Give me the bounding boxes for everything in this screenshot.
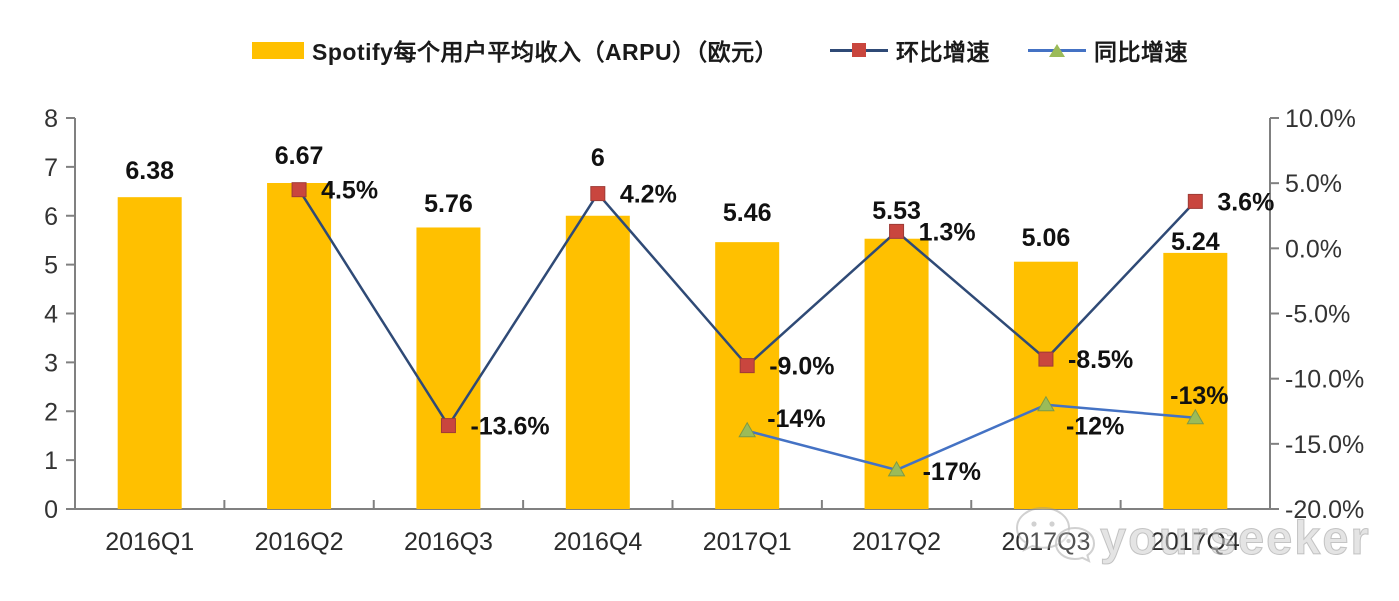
qoq-marker	[889, 223, 905, 239]
legend-label-yoy: 同比增速	[1094, 39, 1188, 65]
y-axis-right-label: 5.0%	[1285, 170, 1342, 198]
legend-label-arpu: Spotify每个用户平均收入（ARPU）（欧元）	[312, 39, 779, 65]
qoq-point-label: -13.6%	[470, 413, 549, 441]
arpu-bar	[1163, 252, 1228, 509]
qoq-marker	[590, 186, 606, 202]
yoy-marker	[1037, 395, 1055, 412]
y-axis-left-label: 0	[44, 496, 58, 524]
x-axis-label: 2016Q2	[255, 528, 344, 556]
qoq-point-label: 1.3%	[919, 218, 976, 246]
arpu-bar	[267, 183, 332, 509]
legend-item-arpu: Spotify每个用户平均收入（ARPU）（欧元）	[252, 36, 779, 65]
yoy-marker	[887, 460, 906, 477]
yoy-point-label: -12%	[1066, 413, 1124, 441]
qoq-point-label: 3.6%	[1217, 188, 1274, 216]
qoq-point-label: 4.5%	[321, 177, 378, 205]
arpu-bar	[416, 227, 481, 510]
y-axis-right-label: 0.0%	[1285, 235, 1342, 263]
qoq-point-label: -8.5%	[1068, 346, 1133, 374]
qoq-marker	[1038, 351, 1054, 367]
qoq-point-label: -9.0%	[769, 353, 834, 381]
legend-item-yoy: 同比增速	[1028, 36, 1188, 65]
arpu-bar-label: 6.38	[125, 157, 174, 185]
y-axis-left-label: 5	[44, 252, 58, 280]
arpu-bar	[565, 215, 630, 509]
y-axis-left-label: 6	[44, 203, 58, 231]
qoq-marker	[440, 418, 456, 434]
yoy-line-swatch	[1028, 42, 1086, 58]
yoy-point-label: -14%	[767, 405, 825, 433]
x-axis-label: 2016Q3	[404, 528, 493, 556]
y-axis-left-label: 4	[44, 301, 58, 329]
y-axis-right-label: -15.0%	[1285, 431, 1364, 459]
arpu-bar-label: 6	[591, 144, 605, 172]
legend-item-qoq: 环比增速	[830, 36, 990, 65]
qoq-marker	[291, 182, 307, 198]
yoy-marker	[738, 421, 757, 438]
arpu-bar-label: 5.76	[424, 190, 473, 218]
bar-series-swatch	[252, 41, 304, 59]
arpu-bar-label: 5.46	[723, 199, 772, 227]
legend: Spotify每个用户平均收入（ARPU）（欧元） 环比增速 同比增速	[0, 0, 1399, 70]
legend-label-qoq: 环比增速	[896, 39, 990, 65]
x-axis-label: 2017Q1	[703, 528, 792, 556]
yoy-marker	[1186, 408, 1205, 425]
yoy-line	[746, 403, 1196, 472]
qoq-line-swatch	[830, 42, 888, 58]
y-axis-left-label: 1	[44, 447, 58, 475]
qoq-point-label: 4.2%	[620, 181, 677, 209]
arpu-bar	[1013, 261, 1078, 509]
x-axis-label: 2016Q1	[105, 528, 194, 556]
y-axis-right-label: 10.0%	[1285, 105, 1356, 133]
yoy-point-label: -13%	[1170, 382, 1228, 410]
x-axis-label: 2017Q3	[1001, 528, 1090, 556]
arpu-bar-label: 5.24	[1171, 228, 1220, 256]
y-axis-left-label: 2	[44, 398, 58, 426]
y-axis-right-label: -10.0%	[1285, 366, 1364, 394]
x-axis-label: 2017Q2	[852, 528, 941, 556]
y-axis-left-label: 8	[44, 105, 58, 133]
y-axis-left-label: 7	[44, 154, 58, 182]
arpu-bar	[715, 242, 780, 509]
y-axis-left-label: 3	[44, 349, 58, 377]
arpu-bar-label: 6.67	[275, 142, 324, 170]
y-axis-right-label: -5.0%	[1285, 301, 1350, 329]
yoy-point-label: -17%	[923, 458, 981, 486]
arpu-bar	[117, 197, 182, 510]
arpu-bar-label: 5.53	[872, 197, 921, 225]
arpu-bar-label: 5.06	[1022, 224, 1071, 252]
qoq-marker	[739, 358, 755, 374]
x-axis-label: 2017Q4	[1151, 528, 1240, 556]
y-axis-right-label: -20.0%	[1285, 496, 1364, 524]
qoq-marker	[1187, 193, 1203, 209]
x-axis-label: 2016Q4	[553, 528, 642, 556]
